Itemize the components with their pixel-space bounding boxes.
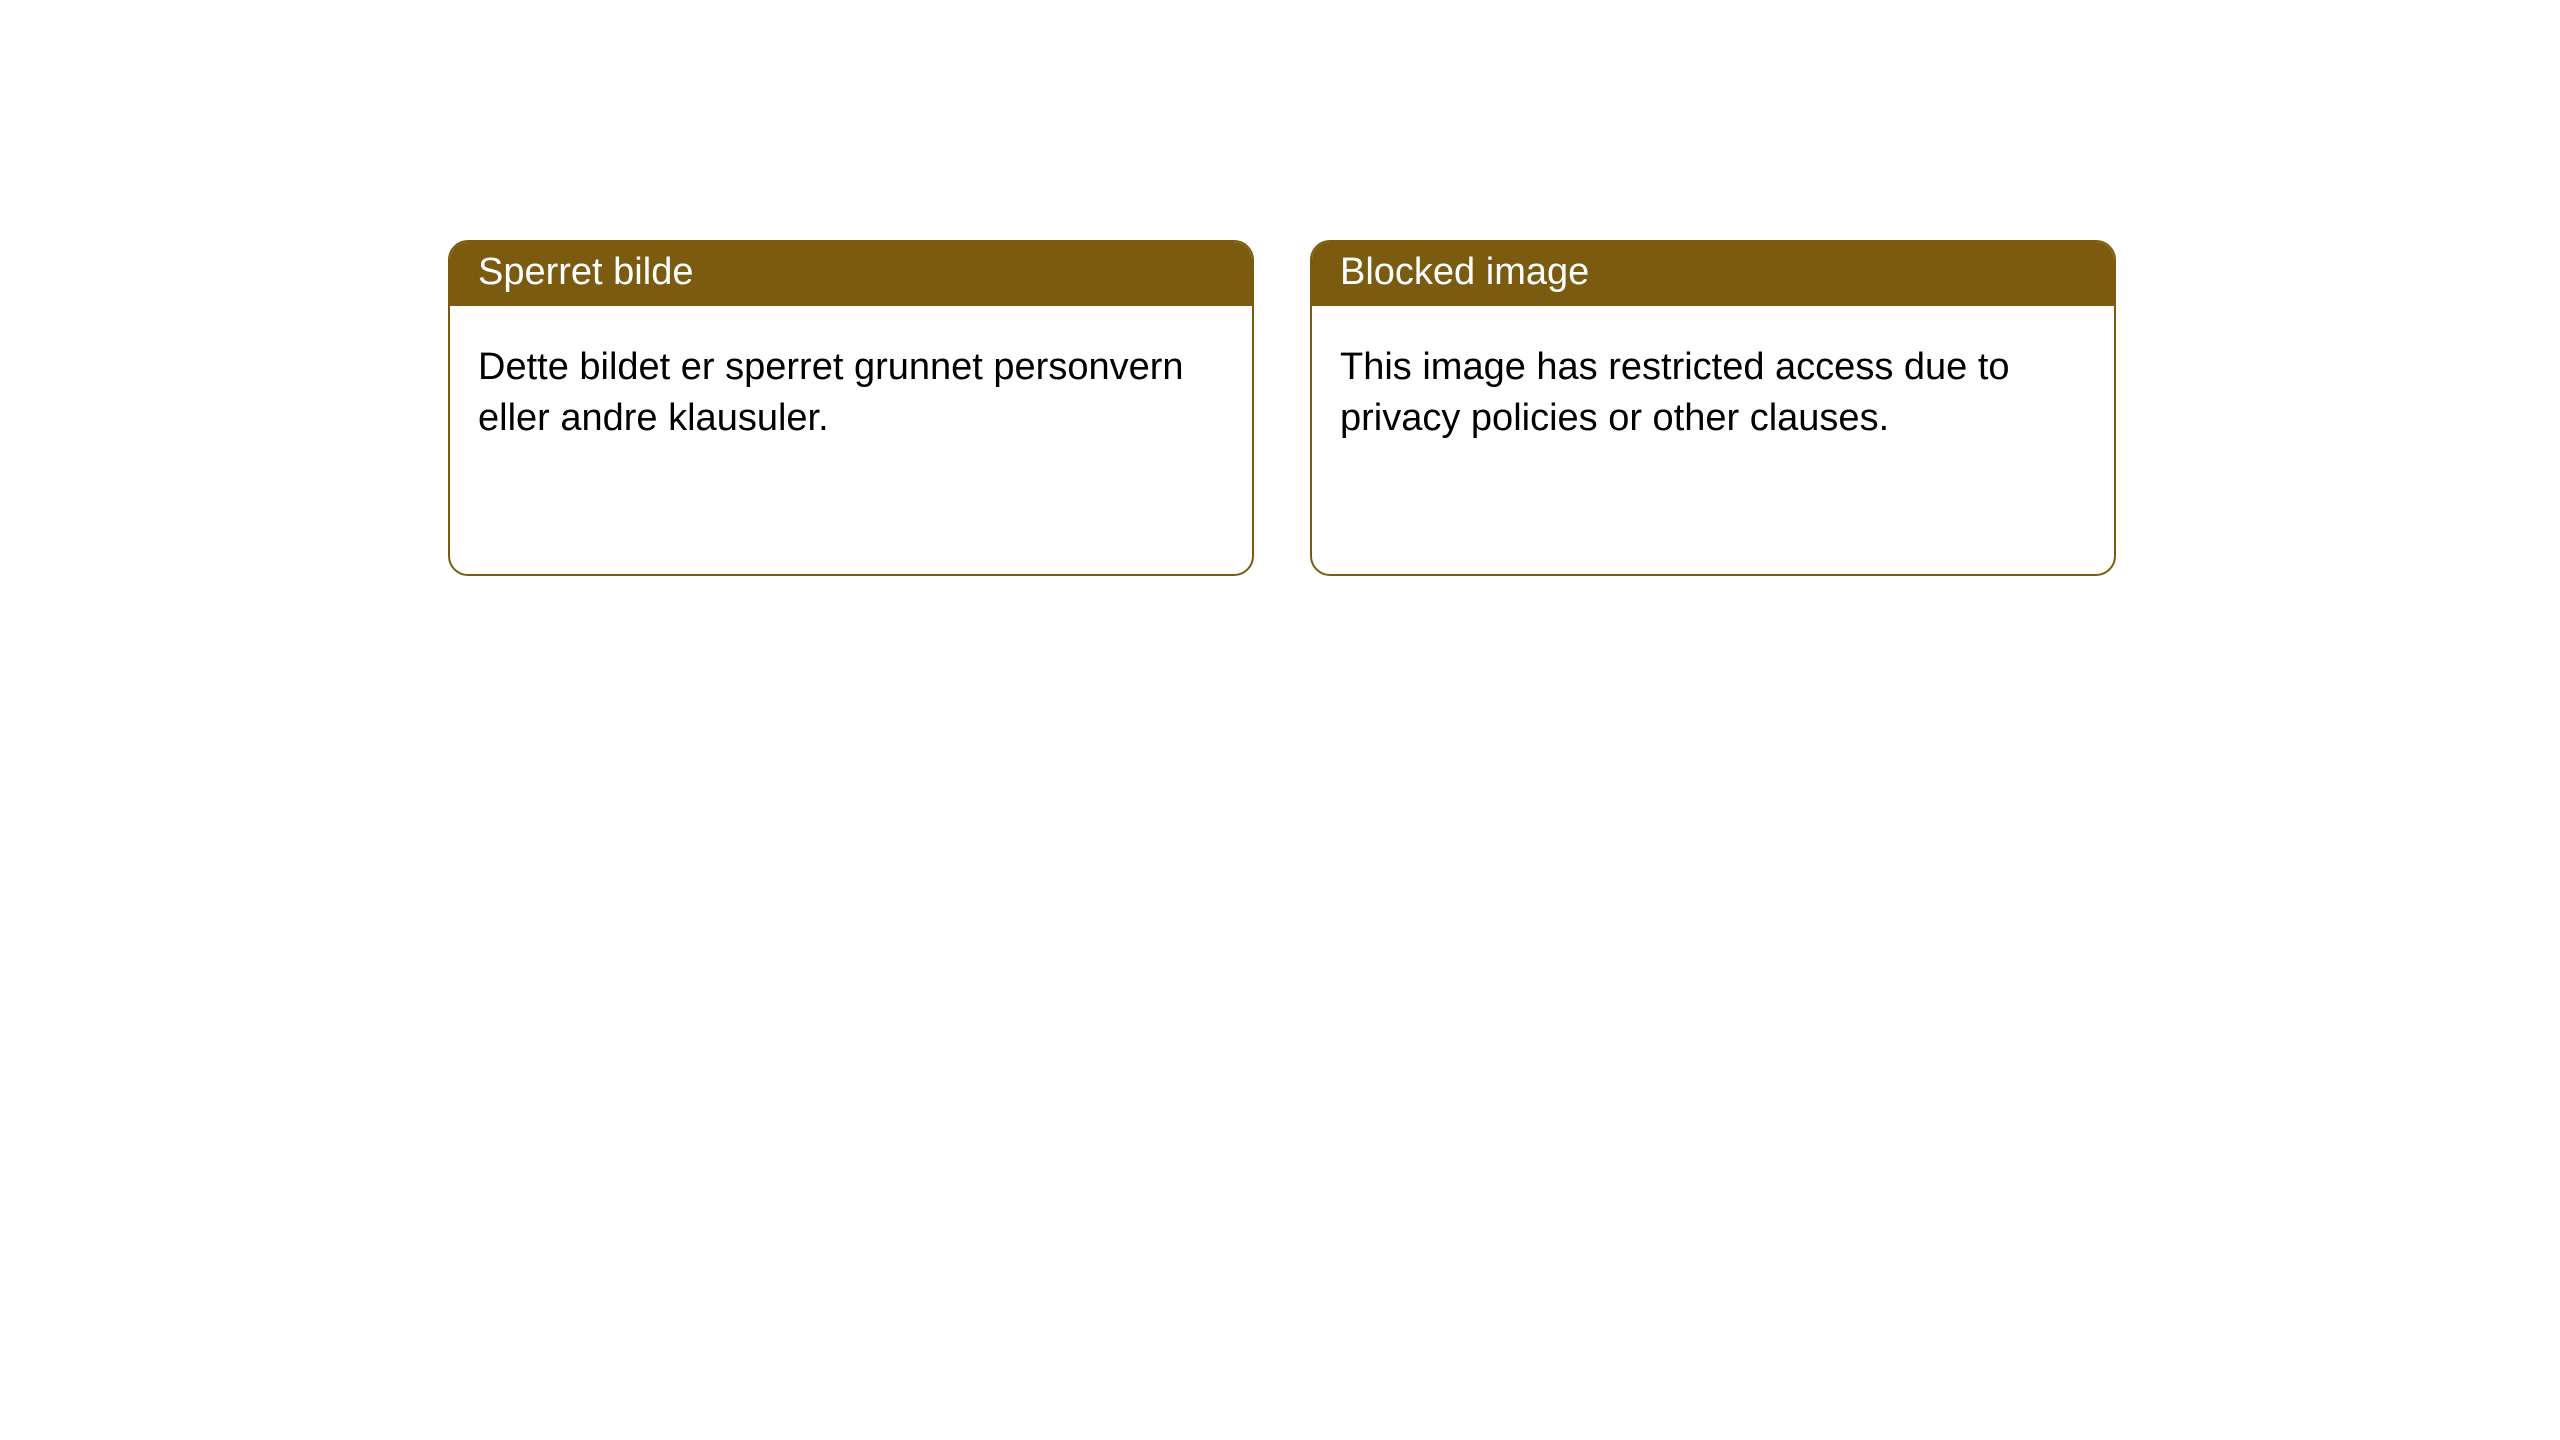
notice-header-en: Blocked image — [1312, 242, 2114, 306]
notice-body-no: Dette bildet er sperret grunnet personve… — [450, 306, 1252, 473]
notice-header-no: Sperret bilde — [450, 242, 1252, 306]
notice-container: Sperret bilde Dette bildet er sperret gr… — [0, 0, 2560, 576]
notice-card-no: Sperret bilde Dette bildet er sperret gr… — [448, 240, 1254, 576]
notice-body-en: This image has restricted access due to … — [1312, 306, 2114, 473]
notice-card-en: Blocked image This image has restricted … — [1310, 240, 2116, 576]
